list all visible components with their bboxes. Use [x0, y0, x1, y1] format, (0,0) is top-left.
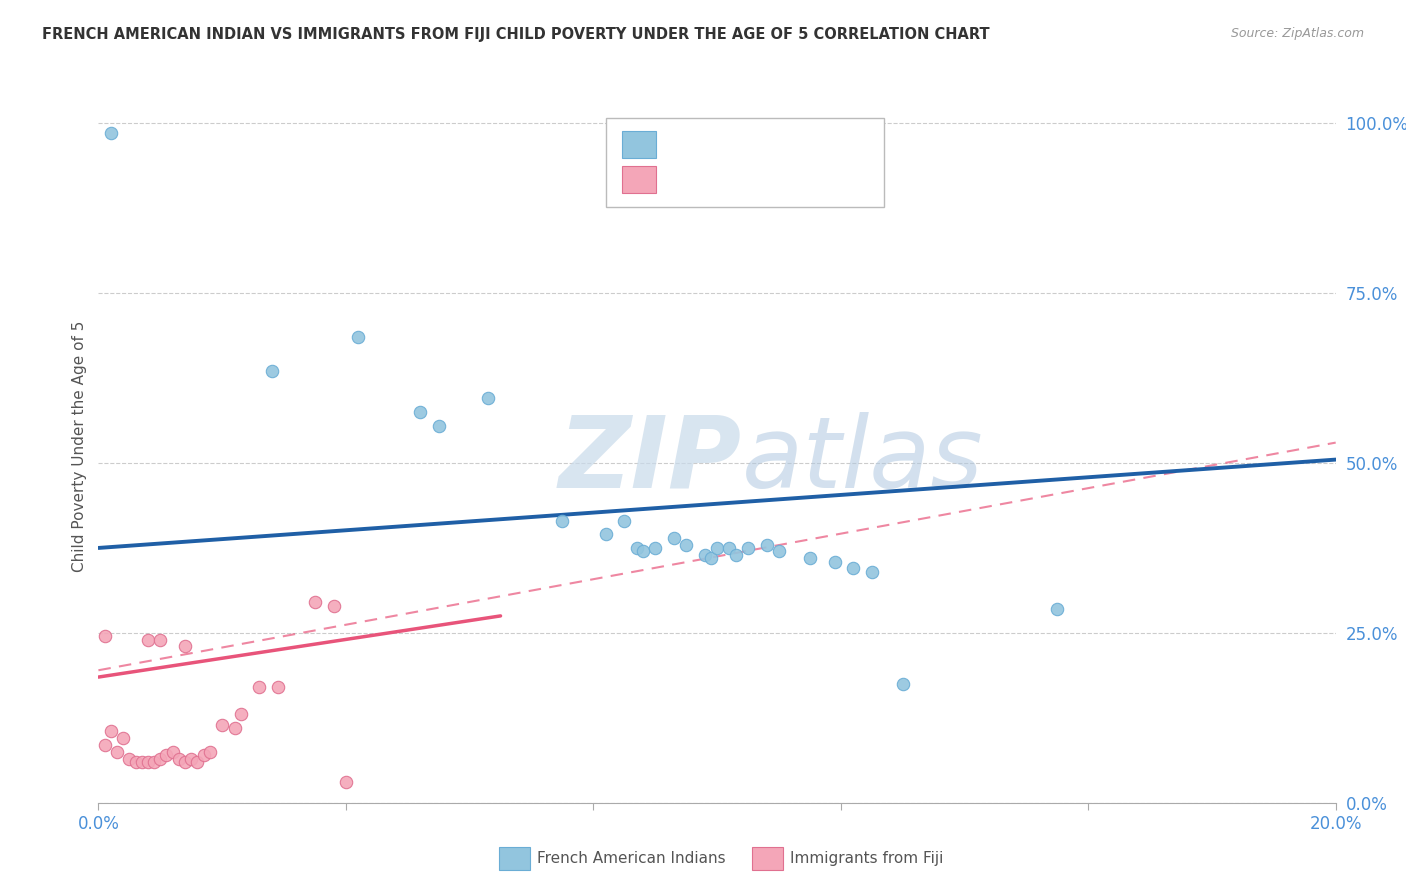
Point — [724, 548, 747, 562]
Point — [409, 405, 432, 419]
Bar — [621, 166, 657, 193]
Point — [100, 724, 122, 739]
Text: R = 0.135: R = 0.135 — [668, 137, 744, 153]
Point — [143, 755, 166, 769]
Point — [105, 745, 128, 759]
Point — [193, 748, 215, 763]
Point — [131, 755, 153, 769]
Point — [118, 751, 141, 765]
Point — [737, 541, 759, 555]
Point — [626, 541, 648, 555]
Point — [211, 717, 233, 731]
Point — [1046, 602, 1069, 616]
Text: Immigrants from Fiji: Immigrants from Fiji — [790, 852, 943, 866]
Point — [112, 731, 135, 746]
Point — [631, 544, 654, 558]
Point — [595, 527, 617, 541]
Point — [124, 755, 146, 769]
Point — [162, 745, 184, 759]
Point — [322, 599, 344, 613]
Point — [198, 745, 221, 759]
Point — [304, 595, 326, 609]
Bar — [621, 131, 657, 159]
Point — [136, 755, 159, 769]
Point — [224, 721, 246, 735]
Point — [229, 707, 252, 722]
Text: N = 24: N = 24 — [779, 172, 837, 187]
Point — [100, 127, 122, 141]
Point — [149, 751, 172, 765]
Point — [891, 677, 914, 691]
Point — [477, 392, 499, 406]
Point — [427, 418, 450, 433]
Point — [755, 537, 778, 551]
Text: R = 0.288: R = 0.288 — [668, 172, 744, 187]
Text: ZIP: ZIP — [558, 412, 742, 508]
Point — [693, 548, 716, 562]
Point — [842, 561, 865, 575]
Point — [706, 541, 728, 555]
Point — [347, 330, 370, 344]
Point — [267, 680, 290, 694]
Point — [174, 640, 197, 654]
Point — [186, 755, 208, 769]
Point — [167, 751, 190, 765]
FancyBboxPatch shape — [606, 118, 884, 207]
Point — [860, 565, 883, 579]
Text: French American Indians: French American Indians — [537, 852, 725, 866]
Y-axis label: Child Poverty Under the Age of 5: Child Poverty Under the Age of 5 — [72, 320, 87, 572]
Point — [149, 632, 172, 647]
Point — [675, 537, 697, 551]
Point — [718, 541, 741, 555]
Text: Source: ZipAtlas.com: Source: ZipAtlas.com — [1230, 27, 1364, 40]
Point — [93, 738, 115, 752]
Point — [768, 544, 790, 558]
Point — [180, 751, 202, 765]
Point — [799, 551, 821, 566]
Text: N = 28: N = 28 — [779, 137, 837, 153]
Point — [136, 632, 159, 647]
Point — [247, 680, 270, 694]
Point — [700, 551, 723, 566]
Text: FRENCH AMERICAN INDIAN VS IMMIGRANTS FROM FIJI CHILD POVERTY UNDER THE AGE OF 5 : FRENCH AMERICAN INDIAN VS IMMIGRANTS FRO… — [42, 27, 990, 42]
Point — [335, 775, 357, 789]
Text: atlas: atlas — [742, 412, 983, 508]
Point — [174, 755, 197, 769]
Point — [824, 555, 846, 569]
Point — [155, 748, 177, 763]
Point — [644, 541, 666, 555]
Point — [93, 629, 115, 643]
Point — [613, 514, 636, 528]
Point — [551, 514, 574, 528]
Point — [260, 364, 283, 378]
Point — [662, 531, 685, 545]
